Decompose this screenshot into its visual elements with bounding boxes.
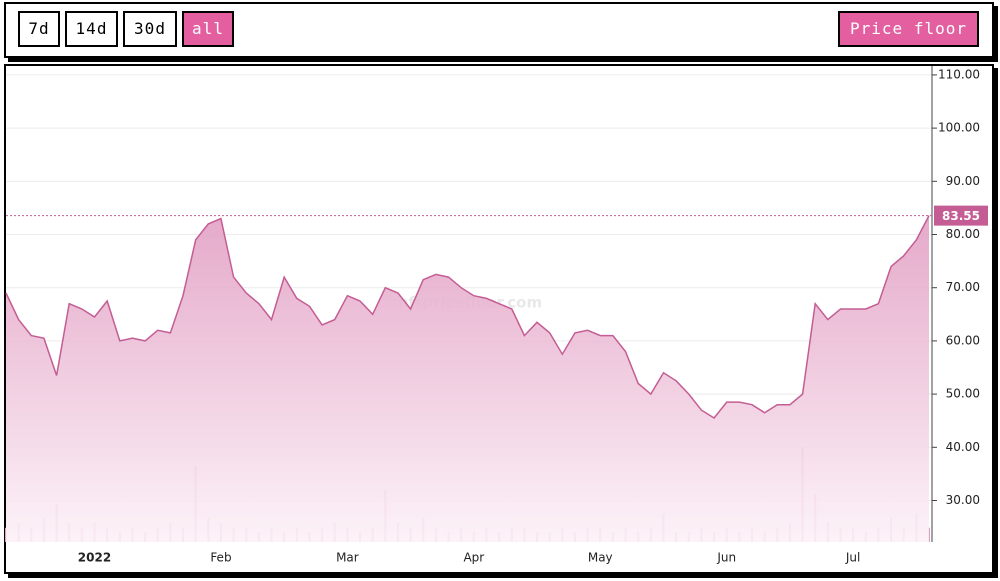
y-tick-label: 50.00: [946, 387, 980, 401]
y-tick-label: 100.00: [938, 121, 980, 135]
x-tick-label: Apr: [463, 551, 484, 565]
range-button[interactable]: 7d: [18, 11, 60, 47]
y-tick-label: 90.00: [946, 174, 980, 188]
y-tick-label: 70.00: [946, 280, 980, 294]
last-value-box: [934, 205, 988, 226]
toolbar: 7d 14d 30d all Price floor: [4, 2, 994, 58]
range-button[interactable]: all: [182, 11, 234, 47]
x-tick-label: Feb: [210, 551, 231, 565]
y-tick-label: 110.00: [938, 67, 980, 81]
x-tick-label: Mar: [336, 551, 359, 565]
line: [5, 215, 930, 419]
x-tick-label: Jun: [716, 551, 736, 565]
last-value-label: 83.55: [942, 209, 980, 223]
metric-button[interactable]: Price floor: [838, 11, 979, 47]
x-tick-label: Jul: [845, 551, 860, 565]
x-tick-label: May: [588, 551, 613, 565]
y-tick-label: 30.00: [946, 493, 980, 507]
y-tick-label: 60.00: [946, 333, 980, 347]
area: [6, 215, 929, 542]
range-button[interactable]: 14d: [65, 11, 118, 47]
y-tick-label: 40.00: [946, 440, 980, 454]
x-tick-label: 2022: [78, 551, 111, 565]
range-button[interactable]: 30d: [123, 11, 177, 47]
y-tick-label: 80.00: [946, 227, 980, 241]
